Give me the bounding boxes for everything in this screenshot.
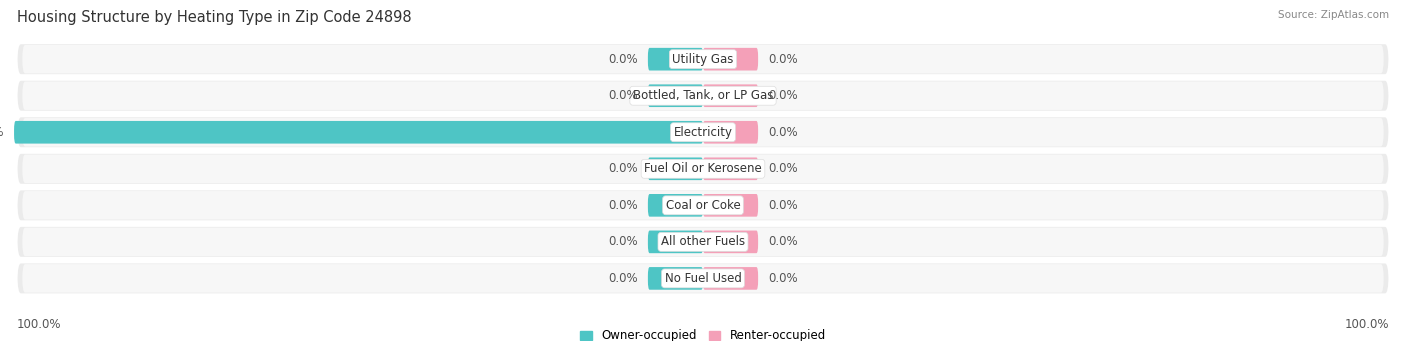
FancyBboxPatch shape xyxy=(703,194,758,217)
Text: 0.0%: 0.0% xyxy=(769,272,799,285)
Text: 0.0%: 0.0% xyxy=(607,272,637,285)
FancyBboxPatch shape xyxy=(648,48,703,71)
FancyBboxPatch shape xyxy=(703,158,758,180)
FancyBboxPatch shape xyxy=(703,121,758,144)
FancyBboxPatch shape xyxy=(648,85,703,107)
Text: 0.0%: 0.0% xyxy=(607,235,637,248)
FancyBboxPatch shape xyxy=(648,158,703,180)
Text: 0.0%: 0.0% xyxy=(769,162,799,175)
FancyBboxPatch shape xyxy=(648,194,703,217)
Text: 0.0%: 0.0% xyxy=(769,235,799,248)
FancyBboxPatch shape xyxy=(703,85,758,107)
Text: 0.0%: 0.0% xyxy=(607,162,637,175)
Text: 100.0%: 100.0% xyxy=(1344,318,1389,331)
Text: 0.0%: 0.0% xyxy=(607,53,637,66)
Text: Bottled, Tank, or LP Gas: Bottled, Tank, or LP Gas xyxy=(633,89,773,102)
Text: Utility Gas: Utility Gas xyxy=(672,53,734,66)
FancyBboxPatch shape xyxy=(17,264,1389,293)
FancyBboxPatch shape xyxy=(703,231,758,253)
FancyBboxPatch shape xyxy=(22,154,1384,183)
FancyBboxPatch shape xyxy=(703,48,758,71)
FancyBboxPatch shape xyxy=(22,118,1384,147)
FancyBboxPatch shape xyxy=(22,45,1384,73)
FancyBboxPatch shape xyxy=(22,191,1384,220)
Text: All other Fuels: All other Fuels xyxy=(661,235,745,248)
Text: Source: ZipAtlas.com: Source: ZipAtlas.com xyxy=(1278,10,1389,20)
FancyBboxPatch shape xyxy=(17,44,1389,74)
FancyBboxPatch shape xyxy=(17,227,1389,257)
FancyBboxPatch shape xyxy=(17,117,1389,147)
FancyBboxPatch shape xyxy=(22,264,1384,293)
FancyBboxPatch shape xyxy=(22,228,1384,256)
Text: 0.0%: 0.0% xyxy=(607,89,637,102)
Text: Coal or Coke: Coal or Coke xyxy=(665,199,741,212)
Text: 0.0%: 0.0% xyxy=(769,126,799,139)
FancyBboxPatch shape xyxy=(703,267,758,290)
Text: 100.0%: 100.0% xyxy=(0,126,4,139)
Text: Fuel Oil or Kerosene: Fuel Oil or Kerosene xyxy=(644,162,762,175)
Text: No Fuel Used: No Fuel Used xyxy=(665,272,741,285)
Text: Electricity: Electricity xyxy=(673,126,733,139)
Text: 0.0%: 0.0% xyxy=(769,199,799,212)
Text: 100.0%: 100.0% xyxy=(17,318,62,331)
FancyBboxPatch shape xyxy=(17,154,1389,184)
Text: 0.0%: 0.0% xyxy=(607,199,637,212)
FancyBboxPatch shape xyxy=(17,81,1389,111)
FancyBboxPatch shape xyxy=(17,190,1389,220)
FancyBboxPatch shape xyxy=(648,231,703,253)
Text: 0.0%: 0.0% xyxy=(769,53,799,66)
FancyBboxPatch shape xyxy=(14,121,703,144)
FancyBboxPatch shape xyxy=(648,267,703,290)
Text: 0.0%: 0.0% xyxy=(769,89,799,102)
Legend: Owner-occupied, Renter-occupied: Owner-occupied, Renter-occupied xyxy=(575,325,831,341)
Text: Housing Structure by Heating Type in Zip Code 24898: Housing Structure by Heating Type in Zip… xyxy=(17,10,412,25)
FancyBboxPatch shape xyxy=(22,81,1384,110)
